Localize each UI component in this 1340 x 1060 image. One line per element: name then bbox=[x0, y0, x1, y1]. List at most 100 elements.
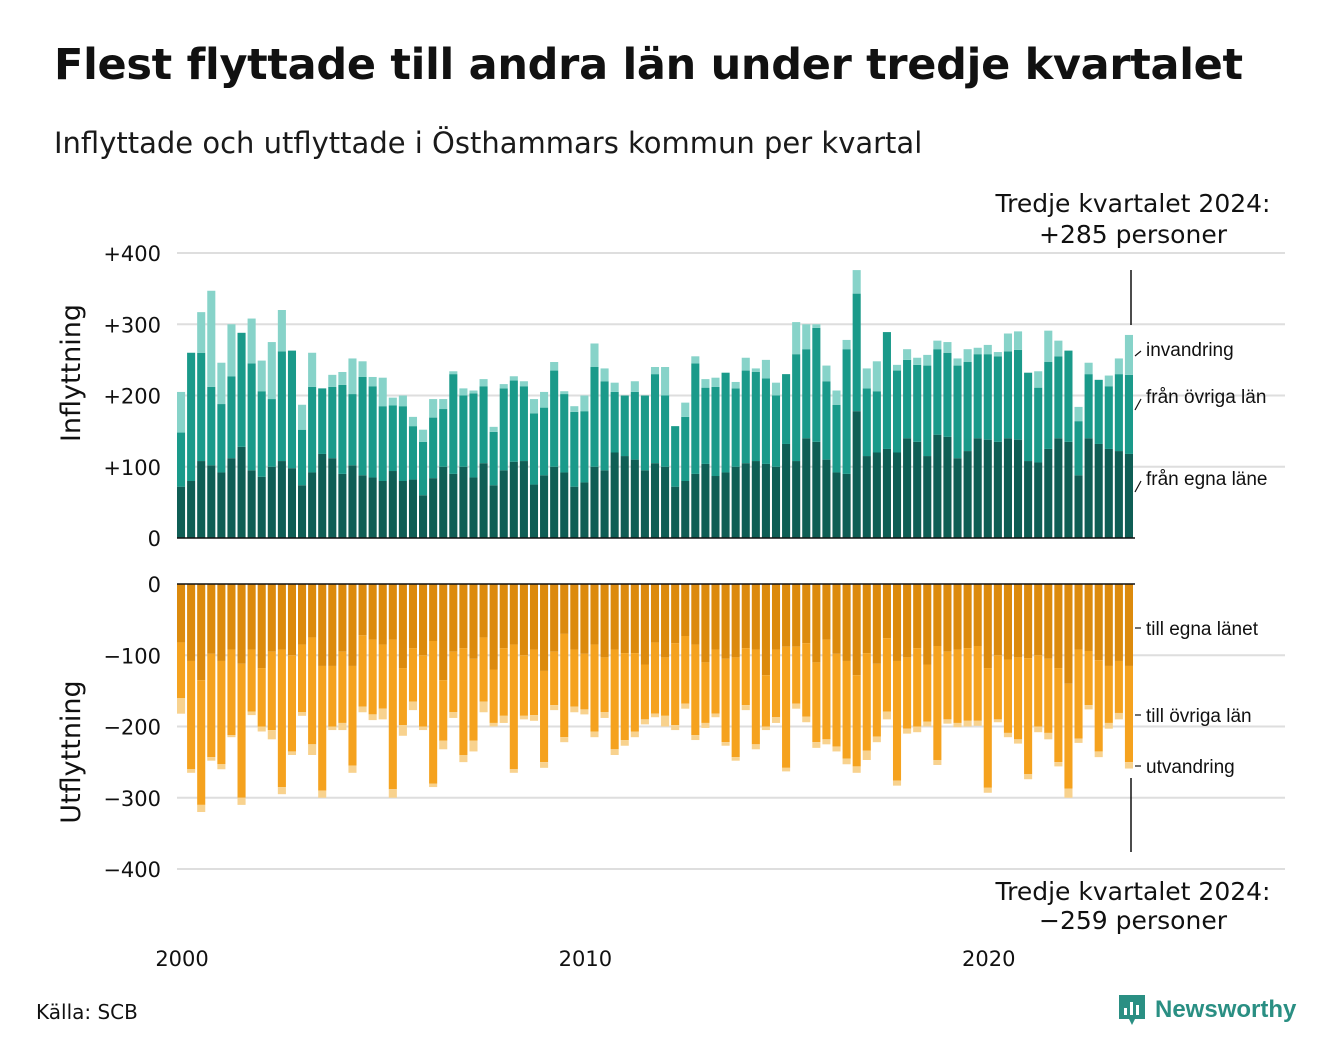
inflow-bar-från-egna-läne bbox=[398, 481, 407, 538]
outflow-bar-till-egna-länet bbox=[1003, 584, 1012, 660]
outflow-bar-till-egna-länet bbox=[177, 584, 186, 643]
outflow-bar-till-övriga-län bbox=[449, 651, 458, 713]
outflow-bar-till-övriga-län bbox=[419, 655, 428, 727]
outflow-bar-till-övriga-län bbox=[560, 633, 569, 738]
inflow-bar-från-övriga-län bbox=[227, 376, 236, 459]
inflow-bar-från-egna-läne bbox=[1124, 453, 1133, 539]
inflow-bar-från-egna-läne bbox=[1003, 438, 1012, 538]
inflow-bar-från-övriga-län bbox=[419, 441, 428, 496]
outflow-bar-till-övriga-län bbox=[398, 668, 407, 726]
inflow-bar-från-egna-läne bbox=[812, 441, 821, 538]
inflow-bar-invandring bbox=[207, 290, 216, 387]
inflow-bar-invandring bbox=[802, 324, 811, 350]
outflow-bar-utvandring bbox=[973, 720, 982, 726]
inflow-bar-invandring bbox=[751, 368, 760, 372]
outflow-bar-till-egna-länet bbox=[882, 584, 891, 639]
inflow-bar-från-övriga-län bbox=[1114, 374, 1123, 452]
inflow-bar-invandring bbox=[449, 371, 458, 375]
inflow-bar-från-egna-läne bbox=[671, 486, 680, 538]
outflow-bar-utvandring bbox=[923, 721, 932, 727]
inflow-bar-från-egna-läne bbox=[227, 458, 236, 538]
outflow-y-tick-label: −200 bbox=[103, 716, 161, 740]
outflow-bar-utvandring bbox=[590, 731, 599, 738]
outflow-bar-till-egna-länet bbox=[620, 584, 629, 654]
inflow-bar-från-övriga-län bbox=[318, 388, 327, 454]
inflow-bar-från-övriga-län bbox=[983, 354, 992, 440]
outflow-bar-utvandring bbox=[287, 751, 297, 755]
outflow-bar-till-övriga-län bbox=[267, 651, 276, 731]
inflow-bar-invandring bbox=[348, 358, 357, 395]
inflow-bar-från-övriga-län bbox=[913, 364, 922, 442]
inflow-bar-från-övriga-län bbox=[590, 367, 599, 467]
outflow-bar-till-egna-länet bbox=[761, 584, 770, 676]
outflow-bar-till-övriga-län bbox=[429, 641, 438, 784]
inflow-bar-från-egna-läne bbox=[499, 470, 508, 538]
inflow-bar-från-övriga-län bbox=[822, 381, 831, 460]
inflow-y-tick-label: +300 bbox=[103, 313, 161, 337]
outflow-bar-till-övriga-län bbox=[1024, 658, 1033, 775]
outflow-bar-utvandring bbox=[580, 709, 589, 715]
outflow-bar-utvandring bbox=[1064, 788, 1073, 798]
inflow-bar-från-egna-läne bbox=[580, 482, 589, 539]
inflow-bar-från-övriga-län bbox=[217, 404, 226, 473]
inflow-bar-invandring bbox=[519, 381, 528, 387]
outflow-bar-till-egna-länet bbox=[298, 584, 307, 645]
outflow-bar-till-övriga-län bbox=[993, 655, 1002, 720]
outflow-bar-utvandring bbox=[953, 722, 962, 728]
inflow-bar-från-övriga-län bbox=[368, 386, 377, 478]
inflow-bar-från-egna-läne bbox=[640, 470, 649, 538]
inflow-bar-från-egna-läne bbox=[298, 485, 307, 538]
outflow-bar-utvandring bbox=[570, 706, 579, 713]
outflow-bar-utvandring bbox=[771, 717, 781, 723]
outflow-bar-till-övriga-län bbox=[650, 642, 660, 714]
inflow-bar-från-egna-läne bbox=[1013, 439, 1023, 539]
inflow-bar-invandring bbox=[691, 356, 700, 364]
inflow-bar-från-övriga-län bbox=[842, 349, 851, 474]
inflow-bar-från-övriga-län bbox=[671, 426, 680, 487]
inflow-bar-från-egna-läne bbox=[691, 473, 700, 539]
outflow-bar-utvandring bbox=[378, 708, 387, 720]
outflow-bar-till-övriga-län bbox=[277, 649, 286, 788]
outflow-bar-utvandring bbox=[338, 722, 347, 731]
inflow-bar-invandring bbox=[247, 318, 256, 364]
outflow-bar-till-övriga-län bbox=[822, 639, 831, 740]
outflow-y-tick-label: −100 bbox=[103, 644, 161, 668]
outflow-bar-utvandring bbox=[519, 715, 528, 720]
outflow-bar-till-övriga-län bbox=[872, 663, 881, 737]
outflow-bar-till-egna-länet bbox=[963, 584, 972, 649]
inflow-bar-från-övriga-län bbox=[1024, 372, 1033, 462]
legend-label-utvandring: utvandring bbox=[1146, 757, 1235, 778]
inflow-bar-från-övriga-län bbox=[963, 362, 972, 452]
outflow-bar-till-egna-länet bbox=[368, 584, 377, 640]
inflow-bar-invandring bbox=[822, 365, 831, 382]
outflow-bar-utvandring bbox=[419, 726, 428, 731]
outflow-bar-till-egna-länet bbox=[398, 584, 407, 669]
outflow-bar-till-övriga-län bbox=[348, 665, 357, 766]
inflow-bar-från-övriga-län bbox=[439, 409, 448, 467]
outflow-bar-till-övriga-län bbox=[590, 644, 599, 732]
inflow-bar-invandring bbox=[923, 354, 932, 366]
inflow-bar-från-övriga-län bbox=[620, 395, 629, 457]
inflow-bar-från-egna-läne bbox=[832, 472, 841, 538]
outflow-bar-till-övriga-län bbox=[1124, 665, 1133, 763]
outflow-bar-utvandring bbox=[449, 712, 458, 718]
inflow-y-tick-label: +400 bbox=[103, 242, 161, 266]
outflow-bar-utvandring bbox=[398, 725, 407, 736]
outflow-bar-utvandring bbox=[741, 705, 750, 711]
inflow-bar-från-egna-läne bbox=[1104, 448, 1113, 538]
outflow-bar-utvandring bbox=[681, 703, 690, 709]
inflow-bar-invandring bbox=[408, 416, 418, 427]
inflow-bar-invandring bbox=[277, 310, 286, 352]
outflow-bar-till-egna-länet bbox=[1064, 584, 1073, 684]
inflow-bar-invandring bbox=[388, 397, 397, 406]
inflow-bar-invandring bbox=[1074, 406, 1083, 422]
inflow-bar-invandring bbox=[973, 347, 982, 355]
inflow-bar-från-övriga-län bbox=[509, 380, 518, 462]
inflow-bar-från-egna-läne bbox=[933, 434, 942, 538]
inflow-bar-från-övriga-län bbox=[1064, 350, 1073, 442]
outflow-bar-utvandring bbox=[1003, 732, 1012, 738]
outflow-y-tick-label: −400 bbox=[103, 858, 161, 882]
inflow-bar-från-egna-läne bbox=[852, 411, 861, 539]
inflow-bar-från-övriga-län bbox=[812, 327, 821, 442]
outflow-bar-till-egna-länet bbox=[671, 584, 680, 644]
